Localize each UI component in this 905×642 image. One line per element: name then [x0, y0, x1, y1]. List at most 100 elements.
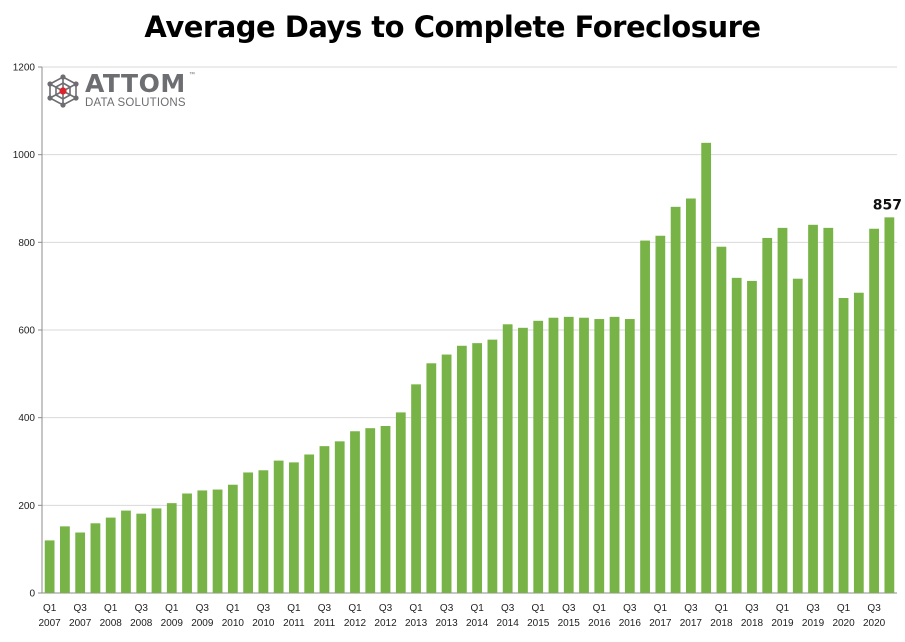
- bar: [762, 237, 773, 593]
- bar: [563, 316, 574, 593]
- x-tick-label-year: 2008: [100, 618, 123, 629]
- bar: [304, 454, 315, 593]
- bar: [747, 280, 757, 593]
- bar: [487, 339, 498, 593]
- bar: [136, 513, 147, 593]
- bar: [441, 354, 452, 593]
- x-tick-label-year: 2012: [374, 618, 397, 629]
- x-tick-label-year: 2015: [558, 618, 581, 629]
- bar: [731, 277, 742, 593]
- x-tick-label-year: 2010: [252, 618, 275, 629]
- bar: [869, 228, 879, 593]
- bar: [258, 470, 269, 593]
- x-tick-label-quarter: Q1: [287, 603, 301, 614]
- x-axis-tick-labels: Q1 2007 Q3 2007 Q1 2008 Q3 2008 Q1 2009 Q3 2009 Q1 20…: [39, 603, 886, 629]
- bar: [166, 503, 177, 593]
- x-tick-label-year: 2020: [863, 618, 886, 629]
- x-tick-label-quarter: Q3: [745, 603, 759, 614]
- x-tick-label-year: 2010: [222, 618, 245, 629]
- bar: [640, 240, 650, 593]
- bar: [609, 316, 620, 593]
- x-tick-label-quarter: Q1: [837, 603, 851, 614]
- bar: [823, 227, 834, 593]
- x-tick-label-quarter: Q1: [348, 603, 362, 614]
- bar: [243, 472, 253, 593]
- x-tick-label-year: 2015: [527, 618, 550, 629]
- attom-logo: ATTOM ™ DATA SOLUTIONS: [46, 69, 206, 114]
- x-tick-label-year: 2013: [405, 618, 428, 629]
- atom-logo-icon: [47, 74, 79, 108]
- bar: [792, 278, 803, 593]
- bar: [716, 246, 727, 593]
- bar: [411, 384, 421, 593]
- x-tick-label-year: 2013: [435, 618, 458, 629]
- bar: [456, 345, 467, 593]
- x-tick-label-quarter: Q3: [73, 603, 87, 614]
- bar: [90, 523, 101, 593]
- bar: [838, 298, 849, 593]
- x-tick-label-year: 2016: [619, 618, 642, 629]
- x-tick-label-year: 2009: [161, 618, 184, 629]
- bar: [365, 428, 376, 593]
- data-labels: 857: [873, 197, 902, 213]
- x-tick-label-year: 2007: [69, 618, 92, 629]
- x-tick-label-quarter: Q3: [196, 603, 210, 614]
- x-tick-label-quarter: Q3: [806, 603, 820, 614]
- x-tick-label-quarter: Q3: [440, 603, 454, 614]
- x-tick-label-quarter: Q1: [715, 603, 729, 614]
- x-tick-label-year: 2014: [497, 618, 520, 629]
- bar: [426, 363, 437, 593]
- bar: [350, 431, 360, 593]
- y-tick-label: 1000: [13, 150, 36, 161]
- x-tick-label-year: 2011: [283, 618, 305, 629]
- x-tick-label-year: 2017: [680, 618, 703, 629]
- bar: [212, 489, 223, 593]
- bar: [197, 490, 208, 593]
- bar: [227, 484, 238, 593]
- bar: [182, 493, 192, 593]
- x-tick-label-year: 2020: [832, 618, 855, 629]
- y-tick-label: 0: [29, 589, 35, 600]
- bar: [395, 412, 406, 593]
- bar: [60, 526, 70, 593]
- x-tick-label-quarter: Q1: [226, 603, 240, 614]
- x-tick-label-year: 2007: [39, 618, 62, 629]
- bar: [121, 510, 131, 593]
- x-tick-label-year: 2012: [344, 618, 367, 629]
- bar: [319, 446, 330, 593]
- x-tick-label-quarter: Q1: [776, 603, 790, 614]
- bar: [380, 426, 391, 593]
- x-tick-label-quarter: Q3: [501, 603, 515, 614]
- bar: [655, 235, 666, 593]
- x-tick-label-quarter: Q1: [43, 603, 57, 614]
- bar: [670, 206, 681, 593]
- bar: [518, 327, 528, 593]
- bar: [105, 517, 116, 593]
- x-tick-label-quarter: Q3: [867, 603, 881, 614]
- x-tick-label-quarter: Q1: [104, 603, 118, 614]
- x-tick-label-quarter: Q3: [257, 603, 271, 614]
- data-label: 857: [873, 197, 902, 213]
- y-axis-tick-labels: 0 200 400 600 800 1000 1200: [13, 63, 36, 600]
- bar: [472, 343, 483, 593]
- bar: [579, 317, 589, 593]
- x-tick-label-quarter: Q1: [409, 603, 423, 614]
- x-tick-label-year: 2018: [710, 618, 733, 629]
- bar: [624, 319, 635, 593]
- bar: [289, 462, 299, 593]
- bar: [44, 540, 55, 593]
- x-tick-label-year: 2014: [466, 618, 489, 629]
- x-tick-label-year: 2011: [314, 618, 336, 629]
- x-tick-label-quarter: Q3: [318, 603, 332, 614]
- x-tick-label-year: 2017: [649, 618, 672, 629]
- bar: [884, 217, 895, 593]
- bar: [273, 460, 284, 593]
- bar: [548, 317, 559, 593]
- y-tick-label: 800: [18, 238, 35, 249]
- bars: [44, 142, 895, 594]
- bar: [594, 319, 605, 593]
- bar: [334, 441, 345, 593]
- x-tick-label-quarter: Q3: [684, 603, 698, 614]
- bar: [686, 198, 696, 593]
